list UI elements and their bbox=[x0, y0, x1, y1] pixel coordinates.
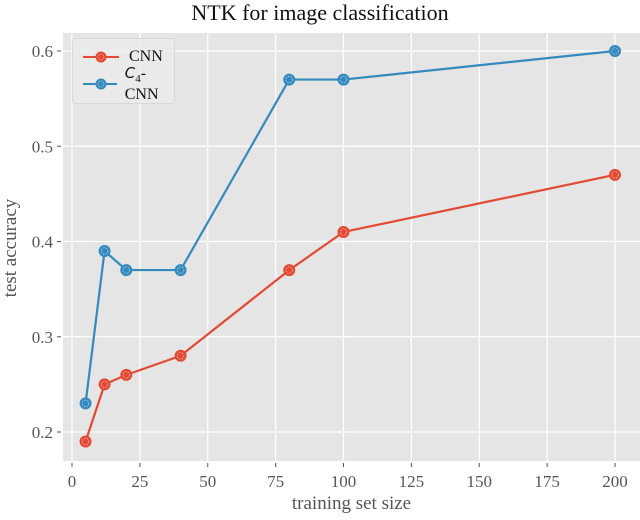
legend-label-cnn: CNN bbox=[129, 48, 163, 65]
y-tick-label: 0.6 bbox=[32, 42, 53, 61]
data-point-marker bbox=[609, 168, 621, 181]
legend-item-c4-cnn: C4-CNN bbox=[81, 64, 174, 103]
legend-label-c4-cnn: C4-CNN bbox=[124, 64, 159, 103]
x-tick-label: 175 bbox=[534, 472, 560, 491]
x-tick-label: 50 bbox=[199, 472, 216, 491]
data-point-marker bbox=[283, 73, 296, 86]
x-tick-label: 0 bbox=[68, 472, 77, 491]
c4-cnn-line-marker-icon bbox=[83, 78, 117, 90]
data-point-marker bbox=[79, 397, 92, 410]
y-tick-label: 0.5 bbox=[32, 137, 53, 156]
data-point-marker bbox=[174, 349, 187, 362]
x-tick-label: 125 bbox=[399, 472, 425, 491]
data-point-marker bbox=[337, 73, 350, 86]
data-point-marker bbox=[337, 225, 350, 238]
y-tick-label: 0.3 bbox=[32, 328, 53, 347]
data-point-marker bbox=[283, 264, 296, 277]
data-point-marker bbox=[79, 435, 92, 448]
data-point-marker bbox=[120, 368, 133, 381]
y-tick-label: 0.2 bbox=[32, 423, 53, 442]
x-tick-label: 100 bbox=[331, 472, 357, 491]
data-point-marker bbox=[120, 264, 133, 277]
x-tick-label: 150 bbox=[467, 472, 493, 491]
legend-item-cnn: CNN bbox=[81, 46, 163, 68]
data-point-marker bbox=[609, 45, 621, 57]
x-tick-label: 75 bbox=[267, 472, 284, 491]
y-axis-ticks: 0.2 0.3 0.4 0.5 0.6 bbox=[32, 42, 61, 442]
y-tick-label: 0.4 bbox=[32, 233, 54, 252]
y-axis-label: test accuracy bbox=[0, 198, 21, 298]
cnn-line-marker-icon bbox=[83, 51, 119, 63]
legend: CNN C4-CNN bbox=[72, 38, 175, 104]
x-tick-label: 200 bbox=[602, 472, 628, 491]
grid-lines bbox=[63, 33, 640, 461]
data-point-marker bbox=[98, 245, 111, 258]
data-point-marker bbox=[174, 264, 187, 277]
x-tick-label: 25 bbox=[131, 472, 148, 491]
chart-title: NTK for image classification bbox=[191, 0, 449, 25]
x-axis-ticks: 0 25 50 75 100 125 150 175 200 bbox=[68, 463, 628, 491]
x-axis-label: training set size bbox=[291, 493, 412, 514]
data-point-marker bbox=[98, 378, 111, 391]
plot-area bbox=[63, 33, 640, 461]
data-series bbox=[79, 45, 621, 448]
